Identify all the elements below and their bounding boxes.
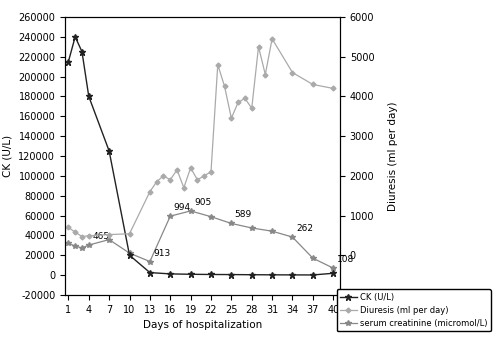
Diuresis (ml per day): [201, 174, 207, 178]
serum creatinine (micromol/L): [86, 243, 92, 247]
serum creatinine (micromol/L): [167, 214, 173, 218]
serum creatinine (micromol/L): [208, 215, 214, 219]
serum creatinine (micromol/L): [188, 209, 194, 213]
X-axis label: Days of hospitalization: Days of hospitalization: [143, 320, 262, 330]
Text: 262: 262: [296, 224, 313, 233]
CK (U/L): [66, 60, 71, 64]
serum creatinine (micromol/L): [310, 256, 316, 260]
Diuresis (ml per day): [79, 235, 85, 239]
Diuresis (ml per day): [106, 233, 112, 237]
CK (U/L): [106, 149, 112, 153]
Line: Diuresis (ml per day): Diuresis (ml per day): [66, 37, 335, 238]
serum creatinine (micromol/L): [269, 229, 275, 233]
Diuresis (ml per day): [228, 116, 234, 120]
serum creatinine (micromol/L): [290, 235, 296, 239]
CK (U/L): [72, 35, 78, 39]
Diuresis (ml per day): [215, 63, 221, 67]
serum creatinine (micromol/L): [147, 259, 153, 263]
Diuresis (ml per day): [126, 232, 132, 236]
Diuresis (ml per day): [194, 178, 200, 182]
Diuresis (ml per day): [256, 45, 262, 49]
Diuresis (ml per day): [242, 96, 248, 100]
CK (U/L): [248, 273, 254, 277]
serum creatinine (micromol/L): [248, 226, 254, 230]
Diuresis (ml per day): [86, 234, 92, 238]
Diuresis (ml per day): [188, 166, 194, 170]
serum creatinine (micromol/L): [66, 241, 71, 245]
CK (U/L): [147, 271, 153, 275]
Diuresis (ml per day): [66, 225, 71, 230]
Diuresis (ml per day): [262, 73, 268, 77]
Text: 589: 589: [235, 211, 252, 219]
CK (U/L): [126, 253, 132, 257]
CK (U/L): [310, 273, 316, 277]
Diuresis (ml per day): [160, 174, 166, 178]
serum creatinine (micromol/L): [228, 221, 234, 225]
Diuresis (ml per day): [269, 37, 275, 41]
Y-axis label: Diuresis (ml per day): Diuresis (ml per day): [388, 101, 398, 211]
Diuresis (ml per day): [235, 100, 241, 104]
Diuresis (ml per day): [222, 84, 228, 88]
Diuresis (ml per day): [174, 168, 180, 172]
CK (U/L): [79, 49, 85, 54]
CK (U/L): [208, 273, 214, 277]
Y-axis label: CK (U/L): CK (U/L): [2, 135, 12, 177]
CK (U/L): [290, 273, 296, 277]
serum creatinine (micromol/L): [72, 244, 78, 248]
Diuresis (ml per day): [167, 178, 173, 182]
Diuresis (ml per day): [147, 190, 153, 194]
Text: 994: 994: [174, 203, 191, 212]
CK (U/L): [269, 273, 275, 277]
Diuresis (ml per day): [154, 180, 160, 184]
Diuresis (ml per day): [310, 82, 316, 86]
serum creatinine (micromol/L): [106, 238, 112, 242]
Diuresis (ml per day): [330, 86, 336, 91]
Diuresis (ml per day): [248, 106, 254, 110]
Diuresis (ml per day): [181, 186, 187, 190]
Text: 905: 905: [194, 198, 212, 207]
Diuresis (ml per day): [72, 230, 78, 234]
Text: 108: 108: [336, 255, 354, 264]
Text: 913: 913: [154, 248, 170, 258]
Line: serum creatinine (micromol/L): serum creatinine (micromol/L): [66, 208, 336, 271]
serum creatinine (micromol/L): [79, 246, 85, 250]
CK (U/L): [228, 273, 234, 277]
serum creatinine (micromol/L): [330, 266, 336, 270]
Text: 465: 465: [92, 232, 110, 241]
Diuresis (ml per day): [208, 170, 214, 174]
CK (U/L): [330, 271, 336, 275]
CK (U/L): [86, 94, 92, 98]
Line: CK (U/L): CK (U/L): [65, 33, 336, 278]
Diuresis (ml per day): [290, 71, 296, 75]
Legend: CK (U/L), Diuresis (ml per day), serum creatinine (micromol/L): CK (U/L), Diuresis (ml per day), serum c…: [336, 290, 491, 332]
CK (U/L): [167, 272, 173, 276]
CK (U/L): [188, 272, 194, 276]
serum creatinine (micromol/L): [126, 251, 132, 255]
